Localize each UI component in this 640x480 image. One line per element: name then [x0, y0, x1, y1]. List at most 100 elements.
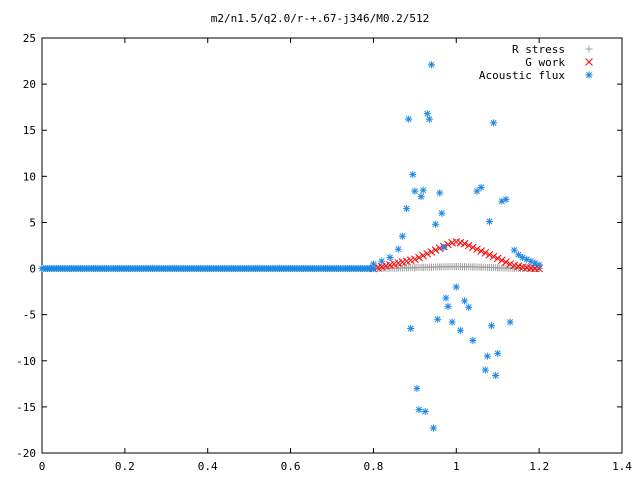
data-point-d2 — [403, 205, 410, 212]
data-point-d2 — [407, 325, 414, 332]
data-point — [469, 263, 477, 271]
data-point-d2 — [492, 372, 499, 379]
data-point — [413, 384, 421, 392]
data-point-d2 — [453, 284, 460, 290]
x-tick-label: 0.6 — [281, 460, 301, 473]
data-point — [423, 110, 431, 118]
data-point — [535, 261, 543, 269]
data-point — [419, 186, 427, 194]
data-point — [456, 326, 464, 334]
data-point-d2 — [481, 249, 490, 257]
y-tick-label: -5 — [23, 309, 36, 322]
data-point — [438, 209, 446, 217]
data-point — [442, 294, 450, 302]
data-point-d2 — [461, 297, 468, 304]
data-point — [444, 263, 452, 271]
data-point — [444, 302, 452, 310]
data-point — [409, 170, 417, 178]
data-point — [415, 406, 423, 414]
data-point — [421, 408, 429, 415]
data-point-d2 — [469, 243, 477, 252]
data-point — [502, 258, 510, 266]
y-tick-label: 5 — [29, 216, 36, 229]
data-point-d2 — [370, 265, 377, 272]
data-point — [502, 195, 510, 203]
data-point-d2 — [493, 254, 502, 263]
x-tick-label: 0 — [39, 460, 46, 473]
data-point — [430, 424, 437, 432]
data-point — [427, 248, 436, 256]
data-point-d2 — [416, 406, 422, 413]
data-point-d2 — [502, 258, 510, 266]
data-point — [386, 253, 394, 261]
data-point — [369, 260, 377, 268]
data-point — [510, 246, 518, 254]
data-point — [427, 263, 435, 271]
data-point-d2 — [413, 385, 420, 392]
data-point — [403, 264, 411, 272]
data-point-d2 — [465, 304, 472, 311]
data-point-d2 — [432, 221, 439, 228]
data-point-d2 — [423, 249, 432, 258]
data-point-d2 — [527, 258, 534, 265]
data-point — [488, 322, 495, 330]
data-point-d2 — [436, 189, 443, 196]
data-point-d2 — [409, 171, 416, 178]
data-point-d2 — [434, 316, 441, 323]
data-point-d2 — [494, 350, 501, 357]
y-tick-label: 10 — [23, 170, 36, 183]
data-point — [535, 264, 543, 273]
x-tick-label: 0.8 — [363, 460, 383, 473]
y-tick-label: 25 — [23, 32, 36, 45]
data-point — [494, 264, 502, 272]
data-point — [490, 119, 498, 127]
data-point — [506, 318, 514, 326]
data-point-d2 — [452, 237, 461, 246]
data-point-d2 — [511, 247, 518, 254]
legend-marker — [585, 58, 593, 66]
data-point-d2 — [469, 337, 476, 344]
data-point-d2 — [430, 425, 437, 432]
data-point — [469, 336, 477, 344]
data-point-d2 — [438, 210, 445, 217]
data-point — [452, 283, 460, 291]
data-point-d2 — [519, 254, 526, 261]
y-tick-label: -20 — [16, 447, 36, 460]
y-tick-label: 15 — [23, 124, 36, 137]
data-point — [378, 257, 386, 265]
y-tick-label: -10 — [16, 355, 36, 368]
data-point-d2 — [514, 262, 523, 271]
data-point — [498, 256, 506, 265]
data-point — [494, 349, 502, 357]
data-point-d2 — [485, 250, 494, 259]
data-point-d2 — [532, 260, 538, 267]
data-point-d2 — [488, 322, 495, 329]
data-point — [448, 318, 456, 326]
data-point — [461, 263, 469, 271]
data-point-d2 — [503, 196, 509, 203]
data-point — [514, 251, 522, 259]
data-point-d2 — [428, 61, 435, 68]
data-point — [485, 263, 493, 271]
data-point — [493, 254, 502, 263]
data-point-d2 — [506, 260, 514, 268]
data-marks — [38, 61, 543, 432]
data-point-d2 — [445, 303, 451, 310]
data-point — [415, 253, 423, 262]
chart-title: m2/n1.5/q2.0/r-+.67-j346/M0.2/512 — [211, 12, 430, 25]
data-point — [485, 218, 493, 226]
x-tick-label: 1.4 — [612, 460, 632, 473]
x-tick-label: 1 — [453, 460, 460, 473]
data-point — [465, 303, 473, 311]
data-point-d2 — [489, 252, 498, 261]
data-point-d2 — [486, 218, 493, 225]
data-point — [394, 264, 402, 272]
data-point-d2 — [507, 319, 514, 326]
plot-frame — [41, 37, 623, 454]
data-point — [477, 247, 485, 255]
data-point — [492, 372, 500, 380]
data-point-d2 — [399, 233, 406, 240]
data-point — [440, 243, 448, 251]
data-point-d2 — [405, 116, 412, 123]
data-point-d2 — [460, 239, 469, 248]
